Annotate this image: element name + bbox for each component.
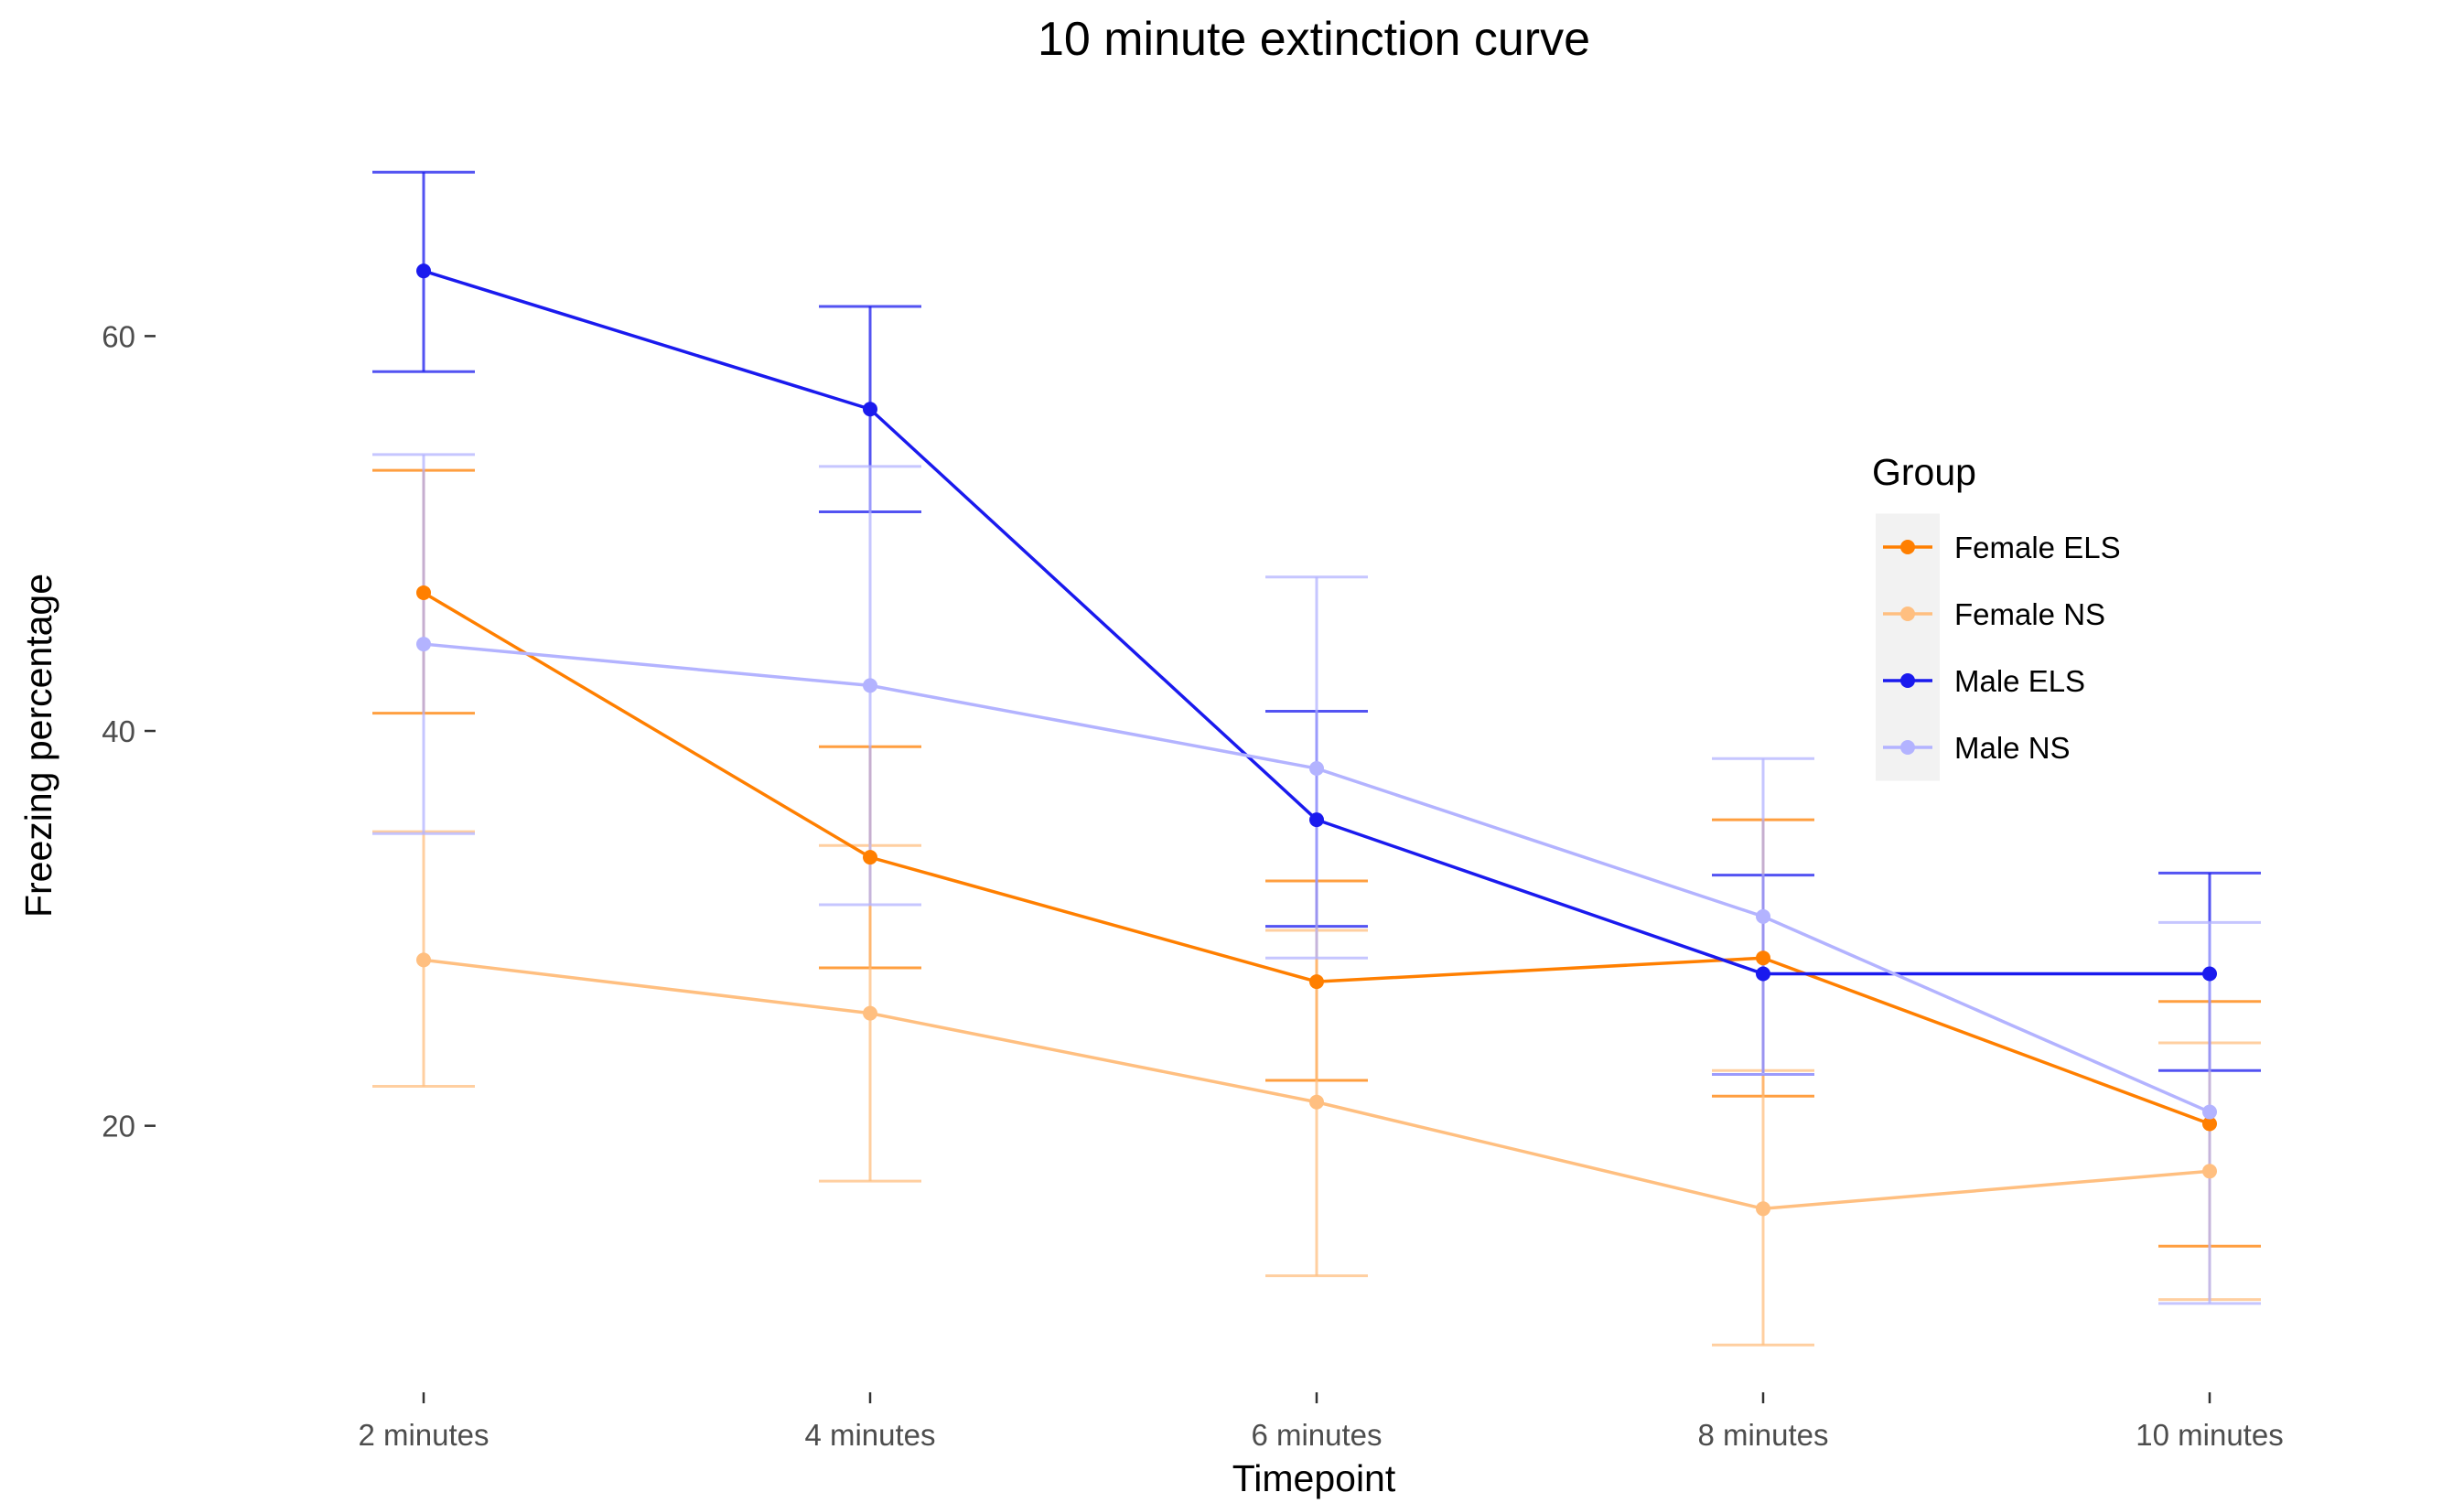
legend-item-female-ns: Female NS [1876,580,2105,648]
legend-title: Group [1872,451,1976,493]
legend-label: Male ELS [1954,664,2085,698]
data-point [416,952,431,968]
data-point [1309,1094,1324,1110]
x-tick-label: 10 minutes [2136,1418,2283,1452]
data-point [2202,1164,2217,1179]
data-point [863,1005,877,1021]
x-tick-label: 4 minutes [804,1418,935,1452]
data-point [1309,812,1324,828]
series-points-male-ns [416,637,2217,1120]
x-tick-label: 6 minutes [1251,1418,1382,1452]
data-point [2202,966,2217,982]
y-axis: 20 40 60 [102,319,156,1143]
legend-label: Female NS [1954,597,2105,631]
legend-item-male-ns: Male NS [1876,714,2071,781]
x-axis-title: Timepoint [1232,1457,1396,1499]
legend-key-point [1900,740,1915,755]
data-point [416,263,431,279]
data-point [1309,974,1324,990]
x-tick-label: 2 minutes [358,1418,489,1452]
x-axis: 2 minutes 4 minutes 6 minutes 8 minutes 10 m… [358,1392,2284,1452]
data-point [1309,761,1324,777]
legend-key-point [1900,540,1915,554]
legend-item-female-els: Female ELS [1876,513,2121,581]
data-point [1756,1201,1770,1217]
legend-key-point [1900,607,1915,621]
legend-label: Female ELS [1954,531,2121,564]
y-tick-label: 60 [102,319,135,353]
chart-title: 10 minute extinction curve [1038,13,1590,66]
legend-item-male-els: Male ELS [1876,647,2085,714]
y-tick-label: 20 [102,1110,135,1143]
data-point [1756,966,1770,982]
data-point [1756,950,1770,966]
data-point [863,850,877,865]
series-points-male-els [416,263,2217,982]
legend-label: Male NS [1954,731,2071,765]
legend-items: Female ELS Female NS Male ELS Male NS [1876,513,2121,781]
data-point [863,402,877,417]
x-tick-label: 8 minutes [1697,1418,1828,1452]
legend-key-point [1900,673,1915,688]
y-tick-label: 40 [102,714,135,748]
legend: Group Female ELS Female NS Male ELS Male NS [1872,451,2121,781]
data-point [1756,908,1770,924]
data-point [416,585,431,600]
y-axis-title: Freezing percentage [17,574,59,918]
series-points-female-els [416,585,2217,1132]
series-points [416,263,2217,1217]
data-point [2202,1104,2217,1120]
data-point [2202,1116,2217,1132]
data-point [416,637,431,652]
data-point [863,678,877,693]
series-points-female-ns [416,952,2217,1217]
